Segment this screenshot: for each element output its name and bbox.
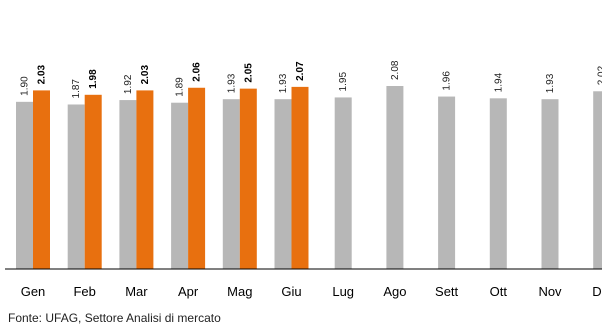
bar-curr-Gen: [33, 90, 50, 269]
x-tick-label-Ago: Ago: [383, 284, 406, 299]
value-label-curr-Giu: 2.07: [295, 61, 306, 81]
value-label-prev-Nov: 1.93: [545, 73, 556, 93]
value-label-prev-Dic: 2.02: [597, 65, 602, 85]
bar-curr-Apr: [188, 87, 206, 269]
x-tick-label-Giu: Giu: [281, 284, 301, 299]
bar-prev-Mag: [222, 99, 240, 269]
x-tick-label-Dic: Dic: [592, 284, 602, 299]
bar-prev-Dic: [593, 91, 602, 270]
value-label-prev-Mag: 1.93: [226, 73, 237, 93]
bar-curr-Mag: [239, 88, 257, 269]
bars-layer: [16, 86, 602, 270]
value-label-curr-Mag: 2.05: [243, 63, 254, 83]
bar-prev-Nov: [541, 99, 559, 269]
x-tick-label-Mag: Mag: [227, 284, 252, 299]
bar-curr-Feb: [84, 94, 102, 269]
value-label-prev-Ott: 1.94: [493, 72, 504, 92]
bar-curr-Mar: [136, 90, 154, 269]
x-tick-label-Feb: Feb: [73, 284, 95, 299]
x-tick-label-Apr: Apr: [178, 284, 199, 299]
source-note: Fonte: UFAG, Settore Analisi di mercato: [8, 311, 221, 325]
x-tick-label-Gen: Gen: [21, 284, 46, 299]
x-tick-labels-layer: Gen Feb Mar Apr Mag Giu Lug Ago Sett Ott Nov Dic: [21, 284, 602, 299]
bar-curr-Giu: [291, 86, 309, 269]
x-tick-label-Mar: Mar: [125, 284, 148, 299]
bar-prev-Giu: [274, 99, 292, 269]
bar-prev-Gen: [16, 101, 33, 269]
value-label-prev-Lug: 1.95: [338, 72, 349, 92]
value-label-prev-Mar: 1.92: [123, 74, 134, 94]
bar-prev-Apr: [171, 102, 189, 270]
value-label-prev-Ago: 2.08: [390, 60, 401, 80]
bar-prev-Sett: [438, 96, 456, 269]
bar-prev-Mar: [119, 100, 137, 269]
bar-prev-Feb: [67, 104, 85, 270]
bar-prev-Ott: [489, 98, 507, 269]
value-labels-layer: 1.90 2.03 1.87 1.98 1.92 2.03 1.89 2.06 1.93 2.05…: [20, 60, 602, 98]
value-label-curr-Apr: 2.06: [192, 62, 203, 82]
x-tick-label-Ott: Ott: [490, 284, 508, 299]
value-label-prev-Apr: 1.89: [175, 77, 186, 97]
value-label-curr-Gen: 2.03: [37, 64, 48, 84]
value-label-prev-Giu: 1.93: [278, 73, 289, 93]
x-tick-label-Lug: Lug: [332, 284, 354, 299]
value-label-prev-Gen: 1.90: [20, 76, 31, 96]
value-label-curr-Feb: 1.98: [88, 69, 99, 89]
value-label-prev-Sett: 1.96: [442, 71, 453, 91]
x-tick-label-Nov: Nov: [538, 284, 562, 299]
bar-prev-Ago: [386, 86, 404, 269]
x-tick-label-Sett: Sett: [435, 284, 459, 299]
bar-prev-Lug: [334, 97, 352, 269]
value-label-curr-Mar: 2.03: [140, 64, 151, 84]
value-label-prev-Feb: 1.87: [71, 79, 82, 99]
